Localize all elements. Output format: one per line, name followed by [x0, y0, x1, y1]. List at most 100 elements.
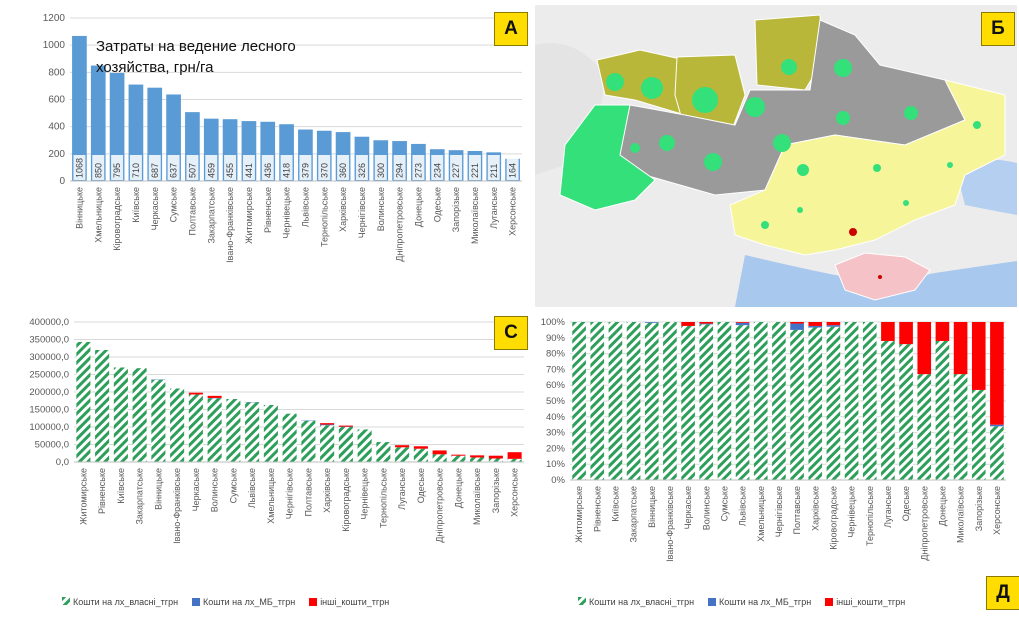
x-tick-label: Кіровоградське: [341, 468, 351, 532]
data-label-bg: [412, 155, 425, 180]
bar-own: [717, 322, 732, 480]
x-tick-label: Полтавське: [303, 468, 313, 516]
data-label-bg: [337, 155, 350, 180]
legend-own-label: Кошти на лх_власні_тгрн: [589, 597, 695, 607]
x-tick-label: Київське: [610, 486, 620, 522]
bar-other: [320, 423, 335, 425]
y-tick-label: 150000,0: [29, 405, 69, 416]
bar: [90, 65, 106, 181]
x-tick-label: Вінницьке: [153, 468, 163, 510]
bar-own: [644, 322, 659, 480]
legend-other-label: інші_кошти_тгрн: [836, 597, 906, 607]
bar-own: [953, 374, 968, 480]
bar: [72, 35, 87, 182]
bar-own: [663, 322, 677, 480]
map-marker: [745, 97, 765, 117]
data-label-bg: [167, 155, 180, 180]
data-label-bg: [355, 155, 368, 180]
bar-other: [395, 445, 410, 448]
bar-own: [608, 322, 623, 480]
bar-own: [590, 322, 605, 480]
y-tick-label: 600: [48, 95, 65, 106]
x-tick-label: Одеське: [901, 486, 911, 521]
bar-own: [301, 420, 316, 462]
data-label-bg: [111, 155, 124, 180]
x-tick-label: Чернівецьке: [847, 486, 857, 538]
x-tick-label: Хмельницьке: [93, 187, 103, 243]
data-label: 273: [413, 163, 423, 178]
data-label: 379: [300, 163, 310, 178]
x-tick-label: Черкаське: [683, 486, 693, 529]
data-label-bg: [242, 155, 255, 180]
bar-mb: [699, 323, 714, 325]
y-tick-label: 40%: [546, 412, 566, 423]
y-tick-label: 100000,0: [29, 422, 69, 433]
bar-own: [935, 340, 950, 480]
bar-own: [507, 458, 522, 462]
y-tick-label: 50%: [546, 396, 566, 407]
bar-other: [808, 322, 823, 326]
bar-other: [488, 455, 503, 459]
x-tick-label: Миколаївське: [472, 468, 482, 525]
bar-other: [507, 452, 522, 459]
bar-own: [790, 329, 804, 480]
data-label: 234: [432, 163, 442, 178]
bar-own: [681, 325, 695, 480]
bar-other: [826, 322, 841, 326]
chart-a-svg: 0 200 400 600 800 1000 1200 1068 Вінницьке 850 Хме…: [43, 13, 522, 263]
bar-other: [790, 322, 804, 324]
map-marker: [659, 135, 675, 151]
data-label: 459: [206, 163, 216, 178]
bar-own: [844, 322, 859, 480]
panel-d-letter: Д: [986, 576, 1019, 610]
data-label-bg: [374, 155, 387, 180]
bar-other: [953, 322, 968, 375]
data-label: 441: [244, 163, 254, 178]
bar-own: [572, 322, 586, 480]
x-tick-label: Черкаське: [191, 468, 201, 511]
x-tick-label: Харківське: [810, 486, 820, 531]
data-label: 294: [395, 163, 405, 178]
legend-own: Кошти на лх_власні_тгрн: [62, 597, 178, 607]
bar-own: [245, 402, 260, 462]
x-tick-label: Одеське: [416, 468, 426, 503]
y-tick-label: 80%: [546, 349, 566, 360]
bar-own: [899, 344, 913, 480]
bar-other: [971, 322, 986, 390]
data-label-bg: [73, 155, 86, 180]
y-tick-label: 300000,0: [29, 352, 69, 363]
y-tick-label: 0%: [551, 475, 565, 486]
bar-other: [338, 425, 353, 427]
legend-other: інші_кошти_тгрн: [825, 597, 905, 607]
bar-mb: [320, 424, 335, 426]
chart-a-title: Затраты на ведение лесного хозяйства, гр…: [96, 38, 296, 76]
data-label-bg: [299, 155, 312, 180]
data-label-bg: [261, 155, 274, 180]
x-tick-label: Київське: [116, 468, 126, 504]
bar-other: [432, 450, 447, 455]
y-tick-label: 200000,0: [29, 387, 69, 398]
y-tick-label: 0: [59, 176, 65, 187]
data-label: 211: [489, 164, 499, 178]
bar: [109, 73, 125, 181]
x-tick-label: Рівненське: [592, 486, 602, 532]
bar-own: [451, 455, 466, 462]
bar-mb: [990, 424, 1004, 427]
x-tick-label: Хмельницьке: [756, 486, 766, 542]
x-tick-label: Полтавське: [792, 486, 802, 534]
map-marker: [947, 162, 953, 168]
bar-own: [917, 374, 932, 480]
bar-own: [826, 326, 841, 480]
bar-own: [95, 350, 110, 462]
x-tick-label: Полтавське: [187, 187, 197, 235]
bar-mb: [808, 325, 823, 328]
chart-c-svg: 0,0 50000,0 100000,0 150000,0 200000,0 250000…: [29, 317, 524, 544]
data-label-bg: [205, 155, 218, 180]
x-tick-label: Закарпатське: [206, 187, 216, 244]
data-label: 227: [451, 163, 461, 178]
x-tick-label: Черкаське: [150, 187, 160, 230]
panel-b-letter: Б: [981, 12, 1015, 46]
bar-other: [935, 322, 950, 341]
data-label: 687: [150, 163, 160, 178]
x-tick-label: Вінницьке: [74, 187, 84, 229]
